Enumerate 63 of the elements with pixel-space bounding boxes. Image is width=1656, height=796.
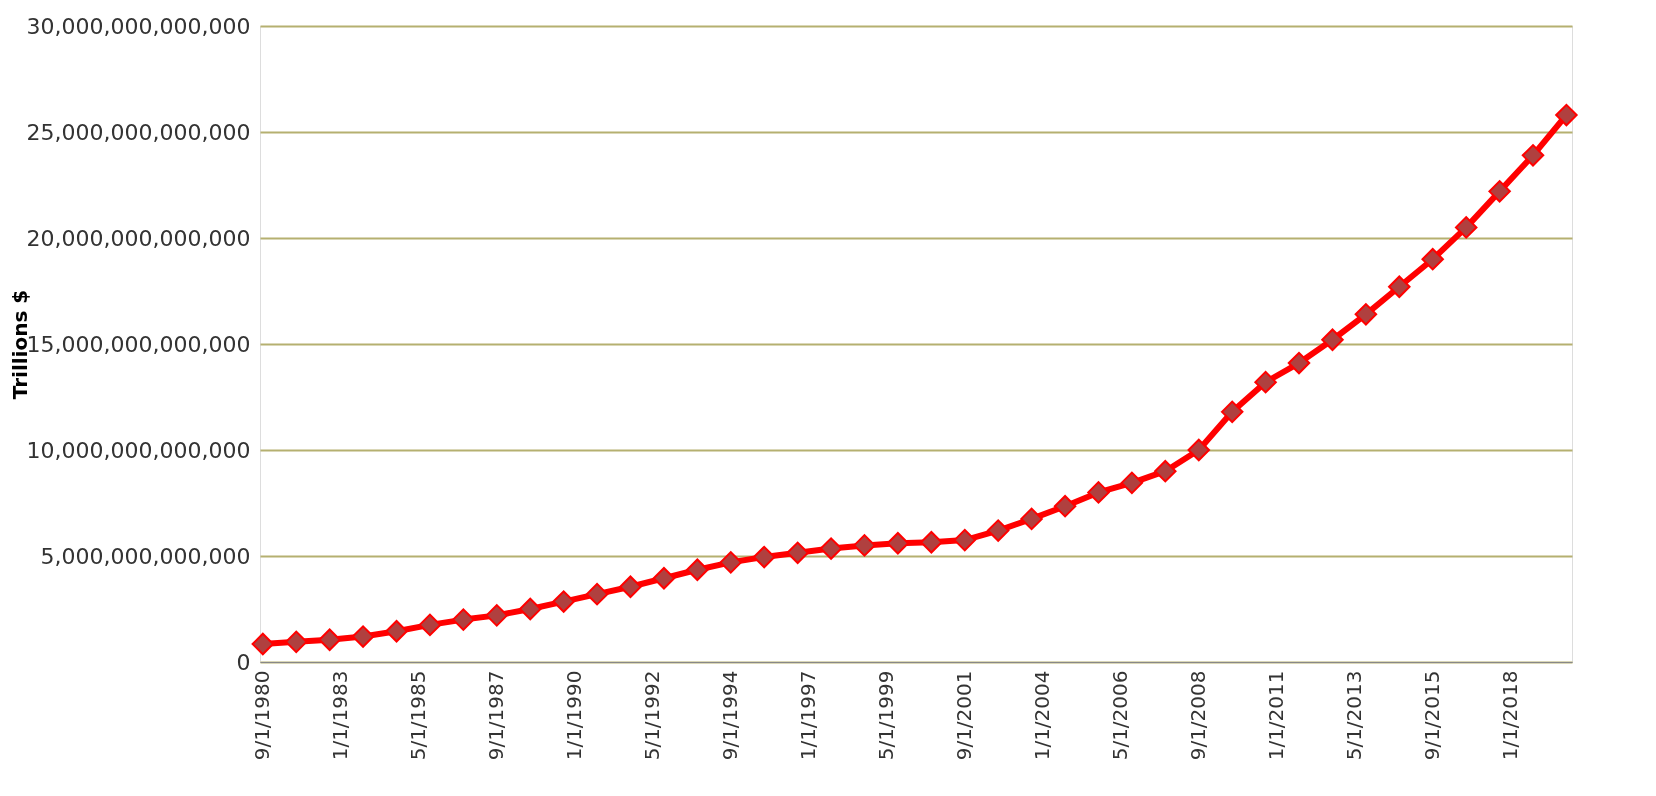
point	[652, 567, 676, 590]
point	[1053, 494, 1077, 518]
x-tick-label: 5/1/2006	[1108, 670, 1133, 761]
x-tick-label: 9/1/2008	[1186, 670, 1211, 761]
point	[1421, 247, 1444, 271]
point	[1254, 370, 1277, 394]
x-tick-label: 1/1/2018	[1498, 670, 1523, 761]
point	[1187, 438, 1211, 462]
x-tick-label: 9/1/1994	[718, 670, 743, 761]
x-tick-label: 9/1/1987	[484, 670, 509, 761]
point	[485, 604, 508, 627]
x-tick-label: 1/1/2004	[1030, 670, 1055, 761]
x-tick-label: 5/1/1985	[406, 670, 431, 761]
point	[1521, 144, 1545, 167]
point	[1220, 400, 1244, 424]
x-tick-label: 9/1/1980	[250, 670, 275, 761]
point	[886, 532, 910, 555]
y-tick-label: 25,000,000,000,000	[26, 119, 251, 145]
point	[719, 551, 743, 574]
point	[1087, 481, 1110, 504]
point	[920, 530, 943, 554]
x-tick-label: 1/1/1990	[562, 670, 587, 761]
point	[1388, 275, 1411, 299]
point	[1287, 351, 1311, 375]
y-tick-label: 0	[236, 649, 251, 675]
point	[385, 620, 408, 643]
point	[251, 632, 275, 656]
x-tick-label: 1/1/1997	[796, 670, 821, 761]
x-tick-label: 5/1/1999	[874, 670, 899, 761]
y-tick-label: 20,000,000,000,000	[26, 225, 251, 251]
point	[1154, 459, 1177, 483]
point	[619, 575, 642, 598]
point	[1488, 180, 1511, 203]
point	[953, 528, 977, 552]
x-tick-label: 9/1/2015	[1420, 670, 1445, 761]
point	[284, 630, 308, 654]
point	[418, 613, 442, 637]
x-tick-label: 5/1/1992	[640, 670, 665, 761]
y-tick-label: 30,000,000,000,000	[26, 13, 251, 39]
point	[853, 534, 876, 557]
x-tick-label: 5/1/2013	[1342, 670, 1367, 761]
x-tick-label: 1/1/1983	[328, 670, 353, 761]
y-tick-label: 10,000,000,000,000	[26, 437, 251, 463]
point	[986, 519, 1010, 542]
x-tick-label: 9/1/2001	[952, 670, 977, 761]
point	[1120, 471, 1144, 495]
point	[1555, 103, 1578, 127]
point	[351, 625, 375, 648]
x-tick-label: 1/1/2011	[1264, 670, 1289, 761]
point	[1354, 303, 1378, 326]
point	[552, 590, 575, 613]
point	[786, 541, 809, 565]
point	[752, 545, 776, 569]
point	[519, 597, 542, 621]
point	[585, 582, 609, 606]
point	[1020, 507, 1043, 531]
point	[318, 628, 341, 651]
point	[686, 558, 709, 582]
point	[452, 608, 475, 631]
point	[1454, 216, 1478, 239]
point	[819, 537, 843, 560]
y-tick-label: 5,000,000,000,000	[40, 543, 251, 569]
point	[1321, 328, 1344, 352]
